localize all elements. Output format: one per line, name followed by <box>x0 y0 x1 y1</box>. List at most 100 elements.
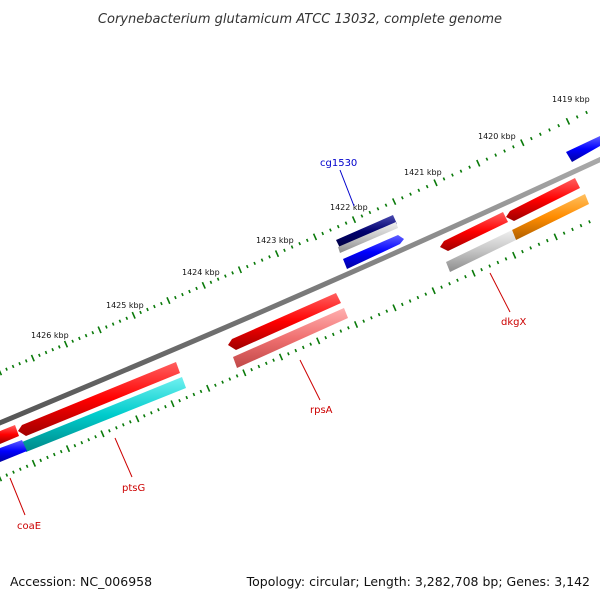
highlight-track <box>0 194 589 462</box>
outer-ruler-minor-tick <box>118 319 122 323</box>
outer-ruler-minor-tick <box>384 203 388 207</box>
inner-ruler-minor-tick <box>164 405 167 409</box>
ruler-label-1422: 1422 kbp <box>330 203 368 212</box>
upper-track <box>0 136 600 444</box>
gene-label-coaE[interactable]: coaE <box>17 521 41 532</box>
cds-feature-red-1421[interactable] <box>440 212 508 251</box>
outer-ruler-minor-tick <box>245 264 249 269</box>
outer-ruler-minor-tick <box>548 128 551 132</box>
cds-feature-blue-1419[interactable] <box>566 136 600 162</box>
cds-feature-coaE[interactable] <box>0 425 19 444</box>
inner-ruler-minor-tick <box>25 464 29 469</box>
outer-ruler-minor-tick <box>494 153 498 157</box>
outer-ruler-major-tick <box>166 296 171 305</box>
outer-ruler-minor-tick <box>195 286 198 291</box>
inner-ruler-minor-tick <box>294 348 298 353</box>
outer-ruler-minor-tick <box>5 367 8 371</box>
inner-ruler-minor-tick <box>529 246 533 250</box>
inner-ruler-minor-tick <box>235 374 239 378</box>
cds-feature-red-1420[interactable] <box>506 178 580 221</box>
inner-ruler-minor-tick <box>5 473 9 477</box>
outer-ruler-minor-tick <box>160 301 163 306</box>
ruler-label-1421: 1421 kbp <box>404 168 442 177</box>
inner-ruler-minor-tick <box>331 332 335 337</box>
inner-ruler-minor-tick <box>128 420 132 424</box>
outer-ruler-minor-tick <box>368 210 372 215</box>
genome-backbone <box>0 156 600 426</box>
outer-tick-ruler <box>0 110 588 376</box>
outer-ruler-minor-tick <box>139 310 142 315</box>
cds-feature-rpsA[interactable] <box>228 293 341 350</box>
inner-ruler-minor-tick <box>214 383 217 387</box>
outer-ruler-minor-tick <box>18 362 21 366</box>
inner-ruler-minor-tick <box>424 292 428 296</box>
inner-ruler-minor-tick <box>94 435 97 439</box>
gene-label-rpsA[interactable]: rpsA <box>310 405 333 416</box>
inner-ruler-minor-tick <box>272 358 275 362</box>
inner-ruler-minor-tick <box>488 264 492 268</box>
inner-ruler-minor-tick <box>347 326 350 330</box>
inner-ruler-minor-tick <box>150 411 153 415</box>
inner-ruler-minor-tick <box>400 302 404 307</box>
inner-ruler-minor-tick <box>496 260 500 265</box>
outer-ruler-minor-tick <box>24 359 28 363</box>
outer-ruler-minor-tick <box>188 289 191 294</box>
inner-ruler-major-tick <box>100 430 105 438</box>
outer-ruler-minor-tick <box>153 304 156 309</box>
ruler-label-1424: 1424 kbp <box>182 268 220 277</box>
inner-ruler-major-tick <box>65 445 71 453</box>
outer-ruler-minor-tick <box>400 196 404 200</box>
inner-ruler-major-tick <box>135 415 140 423</box>
highlight-ptsG-cyan[interactable] <box>22 377 186 452</box>
inner-ruler-major-tick <box>553 233 558 241</box>
inner-ruler-minor-tick <box>199 389 203 394</box>
inner-ruler-minor-tick <box>228 377 232 381</box>
leader-ptsG <box>114 437 133 478</box>
outer-ruler-minor-tick <box>84 333 88 338</box>
inner-ruler-major-tick <box>431 287 436 295</box>
inner-ruler-minor-tick <box>257 364 261 369</box>
inner-ruler-minor-tick <box>157 408 160 412</box>
inner-ruler-minor-tick <box>464 274 467 279</box>
ruler-label-1419: 1419 kbp <box>552 95 590 104</box>
outer-ruler-minor-tick <box>468 165 471 169</box>
outer-ruler-major-tick <box>131 311 136 319</box>
inner-ruler-minor-tick <box>115 426 118 430</box>
highlight-grey-dkgX[interactable] <box>446 230 516 272</box>
outer-ruler-minor-tick <box>290 245 294 249</box>
inner-ruler-minor-tick <box>264 361 268 366</box>
outer-ruler-major-tick <box>351 216 357 224</box>
inner-ruler-major-tick <box>392 304 397 312</box>
highlight-coaE-blue[interactable] <box>0 440 27 462</box>
outer-ruler-minor-tick <box>224 274 227 278</box>
cds-feature-ptsG[interactable] <box>18 362 180 436</box>
gene-label-dkgX[interactable]: dkgX <box>501 317 526 328</box>
leader-rpsA <box>299 359 321 401</box>
inner-ruler-minor-tick <box>178 398 181 403</box>
outer-ruler-minor-tick <box>585 110 588 115</box>
gene-label-cg1530[interactable]: cg1530 <box>320 158 357 169</box>
highlight-dkgX-orange[interactable] <box>512 194 589 240</box>
outer-ruler-major-tick <box>476 159 481 167</box>
outer-ruler-minor-tick <box>125 316 129 321</box>
topology-text: Topology: circular; Length: 3,282,708 bp… <box>246 574 590 589</box>
outer-ruler-minor-tick <box>209 280 213 284</box>
gene-label-ptsG[interactable]: ptsG <box>122 483 145 494</box>
outer-ruler-minor-tick <box>146 307 149 312</box>
outer-ruler-minor-tick <box>283 248 286 253</box>
outer-ruler-minor-tick <box>417 188 421 193</box>
inner-ruler-minor-tick <box>185 395 189 400</box>
ruler-label-1426: 1426 kbp <box>31 331 69 340</box>
outer-ruler-minor-tick <box>360 214 364 218</box>
inner-ruler-minor-tick <box>579 223 583 228</box>
gene-labels: cg1530 dkgX rpsA ptsG coaE <box>9 158 526 532</box>
inner-ruler-minor-tick <box>362 319 366 323</box>
highlight-rpsA-pink[interactable] <box>233 308 348 368</box>
outer-ruler-minor-tick <box>71 339 75 343</box>
inner-ruler-minor-tick <box>408 299 412 303</box>
outer-ruler-minor-tick <box>512 145 515 149</box>
cds-feature-cg1530[interactable] <box>336 215 397 248</box>
inner-ruler-minor-tick <box>287 352 290 356</box>
cds-feature-blue-1422[interactable] <box>343 235 404 269</box>
outer-ruler-minor-tick <box>11 364 15 369</box>
